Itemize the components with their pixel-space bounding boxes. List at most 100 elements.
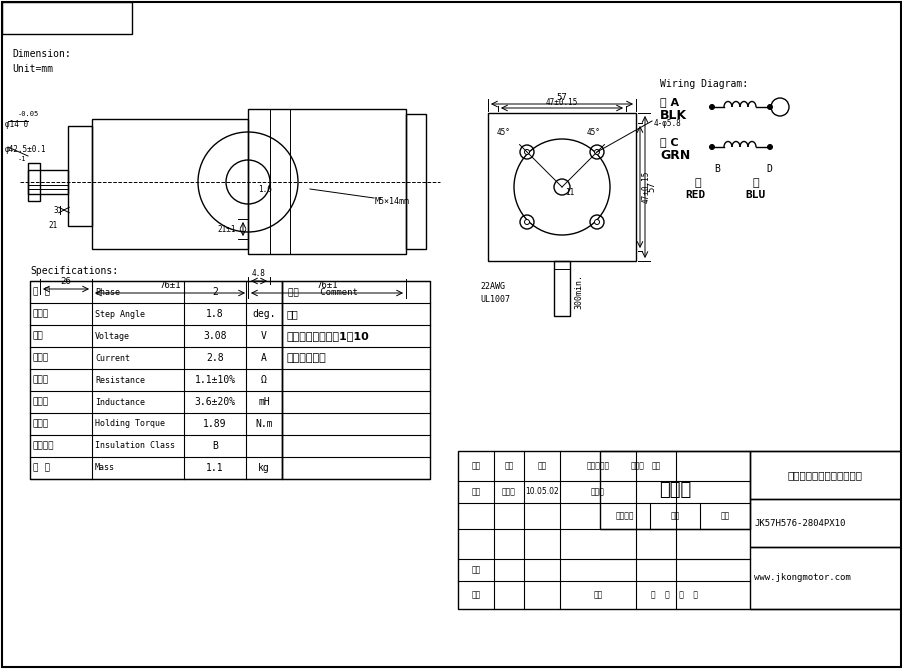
- Text: 2: 2: [212, 287, 217, 297]
- Circle shape: [767, 104, 771, 110]
- Text: 1.8: 1.8: [206, 309, 224, 319]
- Bar: [248, 109, 406, 254]
- Text: Resistance: Resistance: [95, 375, 145, 385]
- Text: 常州精控电机电器有限公司: 常州精控电机电器有限公司: [787, 470, 862, 480]
- Text: kg: kg: [258, 463, 270, 473]
- Text: 工艺: 工艺: [471, 591, 480, 599]
- Text: 申核: 申核: [471, 565, 480, 575]
- Text: -0.05: -0.05: [18, 111, 39, 117]
- Text: 步跛角: 步跛角: [33, 310, 49, 318]
- Text: Current: Current: [95, 353, 130, 363]
- Bar: [28, 170, 68, 194]
- Circle shape: [709, 104, 713, 110]
- Text: 57: 57: [556, 93, 566, 102]
- Text: 相电阱: 相电阱: [33, 375, 49, 385]
- Text: 设计: 设计: [471, 488, 480, 496]
- Text: B: B: [212, 441, 217, 451]
- Text: 标准化: 标准化: [591, 488, 604, 496]
- Text: Voltage: Voltage: [95, 332, 130, 341]
- Text: 22AWG: 22AWG: [480, 282, 504, 290]
- Bar: [750, 499, 900, 547]
- Text: 注：: 注：: [287, 309, 299, 319]
- Text: 的行星减速算: 的行星减速算: [287, 353, 327, 363]
- Text: 绝缘等级: 绝缘等级: [33, 442, 54, 450]
- Text: 1.1: 1.1: [206, 463, 224, 473]
- Bar: [28, 163, 40, 201]
- Text: 更改文件号: 更改文件号: [585, 462, 609, 470]
- Text: 26: 26: [60, 277, 71, 286]
- Text: 年月日: 年月日: [630, 462, 644, 470]
- Text: Step Angle: Step Angle: [95, 310, 145, 318]
- Text: 57: 57: [647, 181, 655, 193]
- Text: 电压: 电压: [33, 332, 43, 341]
- Text: N.m: N.m: [255, 419, 272, 429]
- Text: 76±1: 76±1: [159, 281, 180, 290]
- Bar: [30, 281, 281, 479]
- Circle shape: [767, 145, 771, 149]
- Circle shape: [524, 219, 529, 225]
- Bar: [750, 451, 900, 499]
- Text: 76±1: 76±1: [316, 281, 337, 290]
- Text: Insulation Class: Insulation Class: [95, 442, 175, 450]
- Text: -1: -1: [18, 156, 26, 162]
- Text: 1.1±10%: 1.1±10%: [194, 375, 235, 385]
- Text: 共    张    第    张: 共 张 第 张: [650, 591, 698, 599]
- Text: 相  数: 相 数: [33, 288, 50, 296]
- Text: A: A: [261, 353, 267, 363]
- Text: φ42.5±0.1: φ42.5±0.1: [5, 145, 47, 153]
- Text: 45°: 45°: [496, 128, 511, 136]
- Bar: [554, 261, 569, 316]
- Text: 4.8: 4.8: [252, 269, 266, 278]
- Text: 签名: 签名: [650, 462, 660, 470]
- Text: 10.05.02: 10.05.02: [525, 488, 558, 496]
- Text: 分区: 分区: [537, 462, 546, 470]
- Text: BLU: BLU: [745, 190, 765, 200]
- Text: 47±0.15: 47±0.15: [641, 171, 650, 203]
- Text: 3.6±20%: 3.6±20%: [194, 397, 235, 407]
- Text: 蔻春春: 蔻春春: [502, 488, 515, 496]
- Bar: [28, 185, 68, 189]
- Text: 绿 C: 绿 C: [659, 137, 678, 147]
- Bar: [457, 451, 900, 609]
- Text: JK57H576-2804PX10: JK57H576-2804PX10: [753, 518, 844, 527]
- Circle shape: [524, 149, 529, 155]
- Text: Phase: Phase: [95, 288, 120, 296]
- Text: 规格书: 规格书: [658, 481, 690, 499]
- Text: 45°: 45°: [586, 128, 600, 136]
- Text: RED: RED: [684, 190, 704, 200]
- Text: www.jkongmotor.com: www.jkongmotor.com: [753, 573, 850, 583]
- Bar: [599, 451, 750, 529]
- Text: φ14 0: φ14 0: [5, 120, 28, 128]
- Text: 静力矩: 静力矩: [33, 419, 49, 429]
- Bar: [92, 119, 248, 249]
- Text: Mass: Mass: [95, 464, 115, 472]
- Text: 11: 11: [565, 187, 574, 197]
- Text: 21: 21: [49, 221, 58, 229]
- Text: 4-φ5.8: 4-φ5.8: [653, 118, 681, 128]
- Bar: [406, 114, 426, 249]
- Circle shape: [709, 145, 713, 149]
- Text: 2.8: 2.8: [206, 353, 224, 363]
- Text: 相电感: 相电感: [33, 397, 49, 407]
- Text: Wiring Diagram:: Wiring Diagram:: [659, 79, 747, 89]
- Text: 批准: 批准: [593, 591, 602, 599]
- Text: 300min.: 300min.: [574, 274, 583, 308]
- Text: M5×14mm: M5×14mm: [374, 197, 410, 205]
- Text: deg.: deg.: [252, 309, 275, 319]
- Text: V: V: [261, 331, 267, 341]
- Bar: [487, 113, 635, 261]
- Text: Holding Torque: Holding Torque: [95, 419, 165, 429]
- Circle shape: [594, 219, 599, 225]
- Text: 投影标记: 投影标记: [615, 512, 633, 520]
- Text: 重  量: 重 量: [33, 464, 50, 472]
- Text: Ω: Ω: [261, 375, 267, 385]
- Text: Dimension:
Unit=mm: Dimension: Unit=mm: [12, 49, 70, 74]
- Text: 47±0.15: 47±0.15: [545, 98, 577, 107]
- Text: BLK: BLK: [659, 108, 686, 122]
- Text: 21±1: 21±1: [217, 225, 235, 233]
- Text: 黑 A: 黑 A: [659, 97, 678, 107]
- Text: D: D: [765, 164, 771, 174]
- Text: 电机整机装备后配1：10: 电机整机装备后配1：10: [287, 331, 369, 341]
- Bar: [2, 2, 132, 34]
- Bar: [68, 126, 92, 226]
